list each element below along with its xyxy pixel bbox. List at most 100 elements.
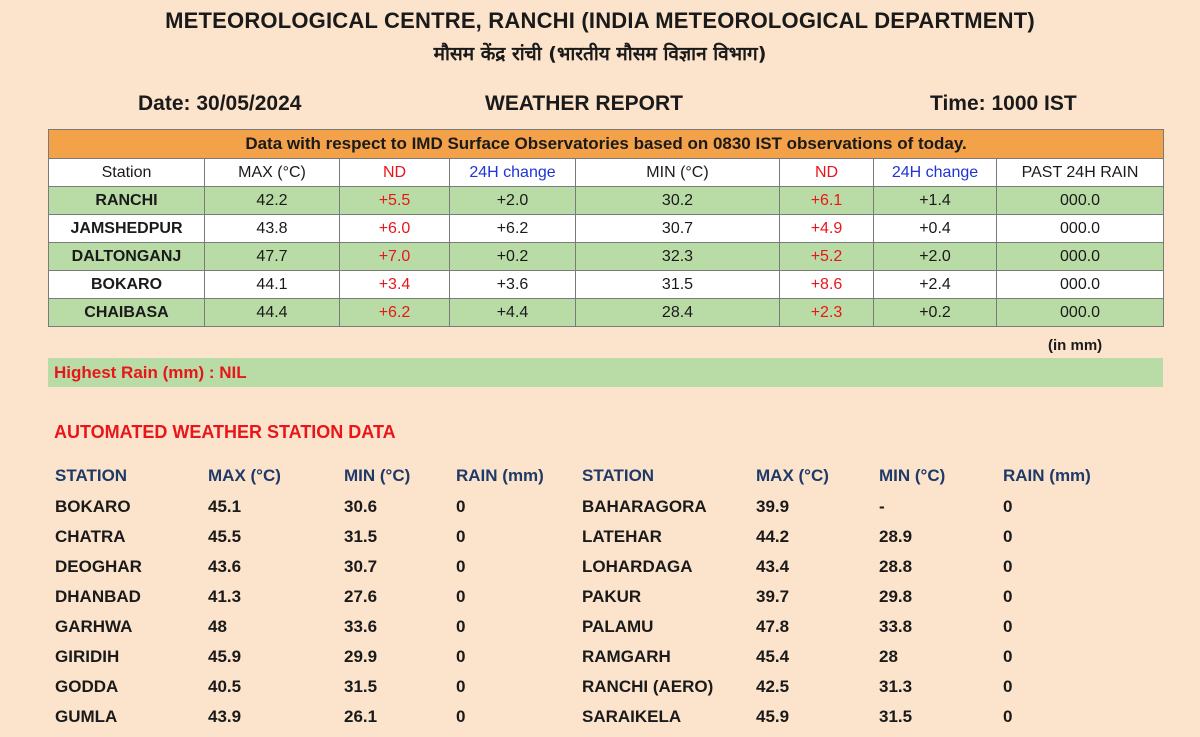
aws-value: 45.1 xyxy=(208,497,242,516)
report-time: Time: 1000 IST xyxy=(930,92,1077,115)
table-cell: 42.2 xyxy=(204,186,340,215)
column-header-max: MAX (°C) xyxy=(204,158,340,187)
table-cell: 43.8 xyxy=(204,214,340,243)
rain-unit-note: (in mm) xyxy=(1048,337,1103,354)
table-cell: +4.4 xyxy=(449,298,576,327)
aws-value: 0 xyxy=(456,587,466,606)
aws-value: - xyxy=(879,497,885,516)
aws-value: 43.6 xyxy=(208,557,242,576)
table-cell: +5.5 xyxy=(339,186,450,215)
aws-row: GODDA 40.5 31.5 0 RANCHI (AERO) 42.5 31.3 0 xyxy=(0,677,1200,707)
aws-value: 0 xyxy=(1003,527,1013,546)
aws-value: 31.5 xyxy=(344,677,378,696)
aws-value: 33.6 xyxy=(344,617,378,636)
station-name-cell: RANCHI xyxy=(48,186,205,215)
column-header-past-24h-rain: PAST 24H RAIN xyxy=(995,158,1165,187)
aws-value: 29.9 xyxy=(344,647,378,666)
table-cell: +6.0 xyxy=(339,214,450,243)
aws-value: 43.9 xyxy=(208,707,242,726)
aws-station-name: GODDA xyxy=(55,677,119,696)
aws-value: 0 xyxy=(456,497,466,516)
column-header-min: MIN (°C) xyxy=(575,158,780,187)
aws-row: BOKARO 45.1 30.6 0 BAHARAGORA 39.9 - 0 xyxy=(0,497,1200,527)
aws-header-rain-2: RAIN (mm) xyxy=(1003,466,1091,485)
table-cell: +5.2 xyxy=(779,242,874,271)
table-cell: +3.6 xyxy=(449,270,576,299)
aws-section-title: AUTOMATED WEATHER STATION DATA xyxy=(54,422,396,442)
table-cell: 28.4 xyxy=(575,298,780,327)
table-cell: +2.3 xyxy=(779,298,874,327)
aws-station-name: PAKUR xyxy=(582,587,642,606)
highest-rain-bar: Highest Rain (mm) : NIL xyxy=(48,358,1163,387)
aws-row: GARHWA 48 33.6 0 PALAMU 47.8 33.8 0 xyxy=(0,617,1200,647)
table-cell: 000.0 xyxy=(995,242,1165,271)
aws-value: 30.7 xyxy=(344,557,378,576)
aws-value: 41.3 xyxy=(208,587,242,606)
table-cell: +2.0 xyxy=(873,242,997,271)
table-cell: 000.0 xyxy=(995,270,1165,299)
aws-station-name: GARHWA xyxy=(55,617,133,636)
aws-value: 39.7 xyxy=(756,587,790,606)
aws-station-name: PALAMU xyxy=(582,617,654,636)
aws-value: 45.9 xyxy=(756,707,790,726)
aws-station-name: SARAIKELA xyxy=(582,707,682,726)
table-cell: 000.0 xyxy=(995,298,1165,327)
aws-station-name: BAHARAGORA xyxy=(582,497,707,516)
table-cell: +6.1 xyxy=(779,186,874,215)
aws-header-rain: RAIN (mm) xyxy=(456,466,544,485)
table-cell: +3.4 xyxy=(339,270,450,299)
aws-row: GUMLA 43.9 26.1 0 SARAIKELA 45.9 31.5 0 xyxy=(0,707,1200,737)
table-cell: +6.2 xyxy=(449,214,576,243)
page-title-hindi: मौसम केंद्र रांची (भारतीय मौसम विज्ञान व… xyxy=(433,43,767,65)
table-cell: 47.7 xyxy=(204,242,340,271)
station-name-cell: BOKARO xyxy=(48,270,205,299)
page-title: METEOROLOGICAL CENTRE, RANCHI (INDIA MET… xyxy=(165,8,1035,33)
aws-value: 28.8 xyxy=(879,557,913,576)
station-name-cell: JAMSHEDPUR xyxy=(48,214,205,243)
aws-header-station: STATION xyxy=(55,466,128,485)
station-name-cell: CHAIBASA xyxy=(48,298,205,327)
table-banner: Data with respect to IMD Surface Observa… xyxy=(47,129,1165,159)
table-row: BOKARO 44.1 +3.4 +3.6 31.5 +8.6 +2.4 000.0 xyxy=(48,270,1165,299)
table-cell: +0.4 xyxy=(873,214,997,243)
table-cell: 31.5 xyxy=(575,270,780,299)
aws-value: 0 xyxy=(1003,587,1013,606)
aws-station-name: GUMLA xyxy=(55,707,118,726)
station-name-cell: DALTONGANJ xyxy=(48,242,205,271)
table-cell: +1.4 xyxy=(873,186,997,215)
aws-value: 45.4 xyxy=(756,647,790,666)
table-cell: +4.9 xyxy=(779,214,874,243)
aws-row: CHATRA 45.5 31.5 0 LATEHAR 44.2 28.9 0 xyxy=(0,527,1200,557)
aws-value: 0 xyxy=(1003,677,1013,696)
aws-station-name: DEOGHAR xyxy=(55,557,142,576)
aws-value: 0 xyxy=(456,527,466,546)
table-cell: +0.2 xyxy=(449,242,576,271)
aws-station-name: RAMGARH xyxy=(582,647,671,666)
aws-row: DEOGHAR 43.6 30.7 0 LOHARDAGA 43.4 28.8 0 xyxy=(0,557,1200,587)
aws-value: 0 xyxy=(1003,557,1013,576)
aws-value: 0 xyxy=(1003,707,1013,726)
table-row: RANCHI 42.2 +5.5 +2.0 30.2 +6.1 +1.4 000.0 xyxy=(48,186,1165,215)
aws-header-min-2: MIN (°C) xyxy=(879,466,946,485)
table-cell: 000.0 xyxy=(995,214,1165,243)
aws-value: 47.8 xyxy=(756,617,790,636)
aws-value: 0 xyxy=(1003,497,1013,516)
table-row: DALTONGANJ 47.7 +7.0 +0.2 32.3 +5.2 +2.0 000.0 xyxy=(48,242,1165,271)
aws-value: 0 xyxy=(1003,647,1013,666)
aws-station-name: CHATRA xyxy=(55,527,126,546)
aws-value: 33.8 xyxy=(879,617,913,636)
aws-row: DHANBAD 41.3 27.6 0 PAKUR 39.7 29.8 0 xyxy=(0,587,1200,617)
column-header-min-nd: ND xyxy=(779,158,874,187)
aws-value: 31.5 xyxy=(879,707,913,726)
aws-value: 42.5 xyxy=(756,677,790,696)
table-cell: +7.0 xyxy=(339,242,450,271)
aws-value: 39.9 xyxy=(756,497,790,516)
aws-value: 31.3 xyxy=(879,677,913,696)
table-cell: 30.2 xyxy=(575,186,780,215)
aws-value: 40.5 xyxy=(208,677,242,696)
aws-header-station-2: STATION xyxy=(582,466,655,485)
aws-header-min: MIN (°C) xyxy=(344,466,411,485)
table-cell: 000.0 xyxy=(995,186,1165,215)
aws-value: 0 xyxy=(456,647,466,666)
aws-station-name: BOKARO xyxy=(55,497,131,516)
